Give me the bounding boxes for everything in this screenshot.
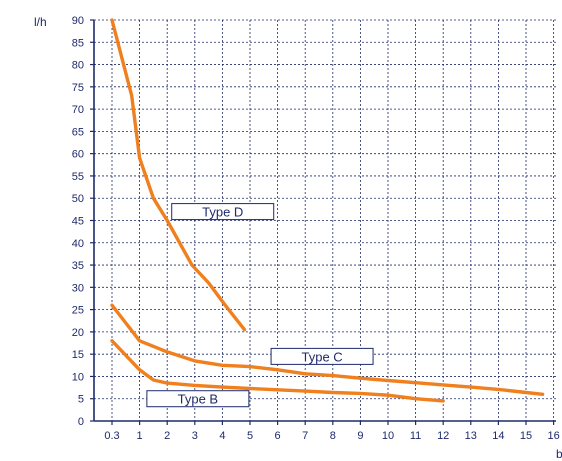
y-tick-label: 70 [72, 104, 84, 116]
y-tick-label: 40 [72, 238, 84, 250]
y-tick-label: 30 [72, 282, 84, 294]
x-tick-label: 1 [137, 430, 143, 442]
series-label-box [270, 347, 374, 365]
y-tick-label: 90 [72, 15, 84, 27]
series-line-type-c [110, 303, 545, 396]
y-tick-label: 85 [72, 37, 84, 49]
series-label: Type C [301, 349, 342, 364]
y-axis-title: l/h [34, 15, 47, 29]
y-tick-label: 10 [72, 371, 84, 383]
x-tick-label: 14 [492, 430, 504, 442]
series-labels: Type D Type C Type B [146, 203, 374, 408]
y-tick-label: 65 [72, 126, 84, 138]
x-axis-title: b [556, 447, 562, 461]
y-tick-label: 80 [72, 60, 84, 72]
series-line-type-b [110, 339, 445, 403]
x-tick-label: 6 [275, 430, 281, 442]
x-tick-label: 10 [382, 430, 394, 442]
x-tick-label: 9 [357, 430, 363, 442]
y-ticks: 0 5 10 15 20 25 30 35 40 45 50 55 60 65 70 75 80 85 90 [72, 15, 94, 428]
x-tick-label: 0.3 [104, 430, 119, 442]
x-tick-label: 7 [302, 430, 308, 442]
x-tick-label: 15 [520, 430, 532, 442]
series-label-box [171, 203, 275, 221]
y-tick-label: 50 [72, 193, 84, 205]
x-tick-label: 4 [219, 430, 225, 442]
series-label: Type D [202, 205, 243, 220]
y-tick-label: 35 [72, 260, 84, 272]
series-line-type-d [110, 18, 247, 332]
x-ticks: 0.3 1 2 3 4 5 6 7 8 9 10 11 12 13 14 15 16 [104, 421, 560, 442]
y-tick-label: 60 [72, 149, 84, 161]
series-label: Type B [178, 392, 218, 407]
x-tick-label: 3 [192, 430, 198, 442]
y-tick-label: 15 [72, 349, 84, 361]
y-tick-label: 0 [78, 416, 84, 428]
series-label-box [146, 390, 250, 408]
series [110, 18, 545, 403]
y-tick-label: 75 [72, 82, 84, 94]
x-tick-label: 16 [547, 430, 559, 442]
x-tick-label: 12 [437, 430, 449, 442]
y-tick-label: 20 [72, 327, 84, 339]
x-tick-label: 2 [164, 430, 170, 442]
x-tick-label: 13 [465, 430, 477, 442]
x-tick-label: 11 [410, 430, 421, 442]
y-tick-label: 25 [72, 305, 84, 317]
y-tick-label: 45 [72, 216, 84, 228]
x-tick-label: 8 [330, 430, 336, 442]
y-tick-label: 55 [72, 171, 84, 183]
x-tick-label: 5 [247, 430, 253, 442]
y-tick-label: 5 [78, 394, 84, 406]
